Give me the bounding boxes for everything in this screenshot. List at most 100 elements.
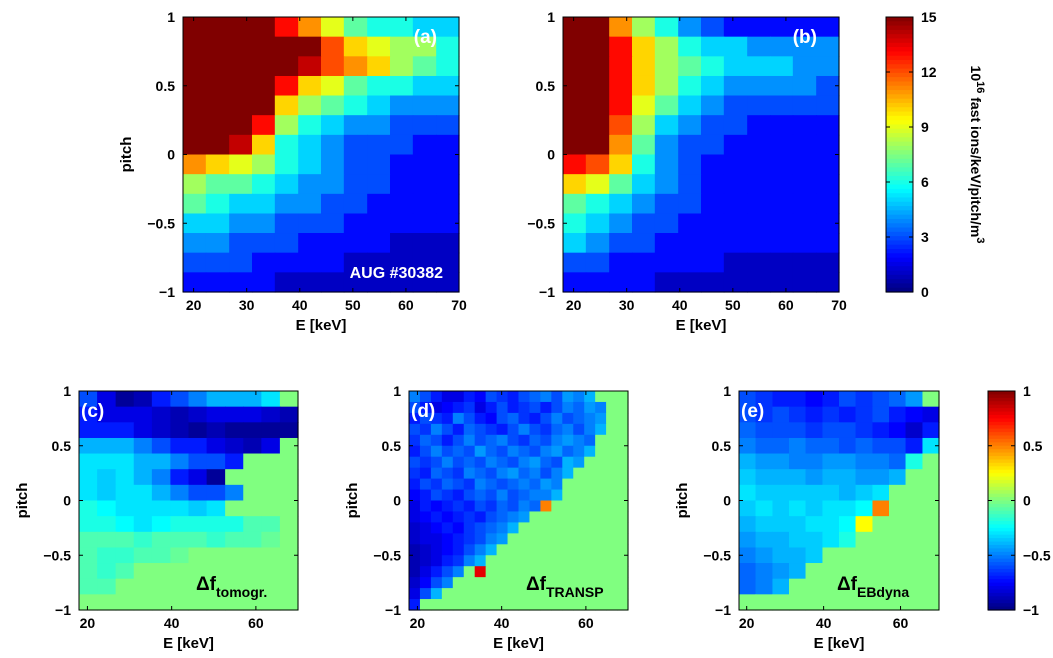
- heatmap-cell: [770, 233, 794, 254]
- heatmap-cell: [133, 547, 153, 564]
- heatmap-cell: [573, 489, 585, 502]
- heatmap-cell: [252, 233, 276, 254]
- heatmap-cell: [274, 272, 299, 293]
- heatmap-cell: [562, 467, 574, 480]
- heatmap-cell: [183, 213, 207, 234]
- colorbar-step: [886, 171, 913, 177]
- heatmap-cell: [562, 511, 574, 523]
- heatmap-cell: [183, 193, 207, 215]
- heatmap-cell: [298, 36, 322, 57]
- heatmap-cell: [701, 56, 725, 77]
- heatmap-cell: [822, 391, 840, 408]
- heatmap-cell: [805, 563, 824, 580]
- heatmap-cell: [739, 484, 757, 502]
- heatmap-cell: [889, 453, 907, 470]
- heatmap-cell: [723, 272, 748, 293]
- heatmap-cell: [252, 213, 276, 234]
- heatmap-cell: [229, 17, 253, 38]
- heatmap-cell: [822, 484, 840, 502]
- colorbar-step: [886, 223, 913, 229]
- y-tick-label: −1: [539, 284, 555, 300]
- heatmap-cell: [412, 154, 437, 175]
- heatmap-cell: [723, 36, 748, 57]
- heatmap-cell: [905, 531, 924, 549]
- heatmap-cell: [507, 401, 520, 414]
- heatmap-cell: [654, 134, 679, 156]
- colorbar-step: [886, 25, 913, 31]
- heatmap-cell: [822, 469, 840, 486]
- colorbar-tick-label: 12: [921, 64, 937, 80]
- heatmap-cell: [822, 406, 840, 423]
- heatmap-cell: [463, 577, 476, 589]
- heatmap-cell: [151, 594, 171, 611]
- heatmap-cell: [654, 36, 679, 57]
- heatmap-cell: [617, 588, 629, 600]
- heatmap-cell: [419, 434, 432, 447]
- heatmap-cell: [419, 467, 432, 480]
- heatmap-cell: [274, 154, 299, 175]
- x-tick-label: 70: [451, 297, 467, 313]
- heatmap-cell: [188, 547, 208, 564]
- colorbar-step: [886, 141, 913, 147]
- heatmap-cell: [170, 531, 190, 549]
- heatmap-cell: [678, 213, 702, 234]
- heatmap-cell: [298, 252, 322, 273]
- heatmap-cell: [701, 174, 725, 195]
- heatmap-cell: [474, 478, 487, 491]
- heatmap-cell: [606, 544, 618, 556]
- heatmap-cell: [243, 422, 262, 439]
- heatmap-cell: [441, 412, 454, 425]
- heatmap-cell: [573, 423, 585, 436]
- heatmap-cell: [390, 233, 414, 254]
- heatmap-cell: [540, 566, 552, 578]
- heatmap-cell: [562, 588, 574, 600]
- heatmap-cell: [419, 555, 432, 567]
- heatmap-cell: [367, 272, 391, 293]
- x-tick-label: 40: [816, 615, 832, 631]
- heatmap-cell: [551, 489, 563, 502]
- heatmap-cell: [839, 516, 857, 533]
- heatmap-cell: [436, 213, 460, 234]
- colorbar-step: [988, 442, 1015, 447]
- heatmap-cell: [367, 154, 391, 175]
- heatmap-cell: [430, 478, 443, 491]
- heatmap-cell: [562, 555, 574, 567]
- heatmap-cell: [205, 95, 230, 116]
- heatmap-cell: [243, 563, 262, 580]
- heatmap-cell: [723, 154, 748, 175]
- heatmap-cell: [805, 437, 824, 455]
- heatmap-cell: [872, 516, 890, 533]
- heatmap-cell: [701, 233, 725, 254]
- heatmap-cell: [585, 272, 610, 293]
- heatmap-cell: [747, 213, 771, 234]
- colorbar-step: [886, 150, 913, 156]
- colorbar-step: [886, 154, 913, 160]
- heatmap-cell: [573, 555, 585, 567]
- heatmap-cell: [632, 134, 656, 156]
- colorbar-step: [886, 218, 913, 224]
- heatmap-cell: [609, 154, 633, 175]
- heatmap-cell: [441, 522, 454, 534]
- heatmap-cell: [584, 445, 596, 458]
- heatmap-cell: [792, 193, 817, 215]
- heatmap-cell: [529, 456, 541, 469]
- heatmap-cell: [343, 115, 368, 136]
- heatmap-cell: [617, 500, 629, 513]
- colorbar-step: [886, 283, 913, 289]
- heatmap-cell: [436, 115, 460, 136]
- heatmap-cell: [496, 391, 509, 403]
- heatmap-cell: [562, 533, 574, 545]
- heatmap-cell: [654, 154, 679, 175]
- heatmap-cell: [485, 445, 498, 458]
- heatmap-cell: [792, 134, 817, 156]
- heatmap-cell: [701, 75, 725, 97]
- heatmap-cell: [678, 75, 702, 97]
- heatmap-cell: [747, 95, 771, 116]
- heatmap-cell: [617, 599, 629, 611]
- heatmap-cell: [617, 533, 629, 545]
- heatmap-cell: [822, 594, 840, 611]
- heatmap-cell: [540, 599, 552, 611]
- heatmap-cell: [654, 75, 679, 97]
- heatmap-cell: [409, 456, 421, 469]
- heatmap-cell: [115, 594, 135, 611]
